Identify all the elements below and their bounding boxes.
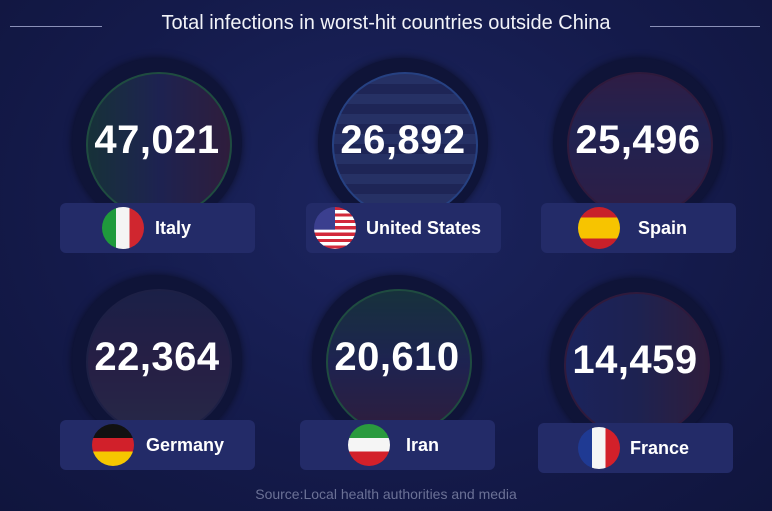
number-ring — [72, 275, 242, 445]
country-label: Italy — [60, 203, 255, 253]
number-ring — [550, 278, 720, 448]
country-label: Germany — [60, 420, 255, 470]
title-rule-right — [650, 26, 760, 27]
number-ring — [72, 58, 242, 228]
country-label: Iran — [300, 420, 495, 470]
number-ring — [318, 58, 488, 228]
country-label: France — [538, 423, 733, 473]
infection-count: 20,610 — [334, 335, 460, 379]
flag-backdrop — [86, 72, 232, 218]
flag-backdrop — [564, 292, 710, 438]
chart-title-text: Total infections in worst-hit countries … — [161, 12, 611, 34]
country-card-united-states: 26,892 United States — [303, 58, 503, 288]
flag-backdrop — [86, 289, 232, 435]
country-card-france: 14,459 France — [535, 278, 735, 508]
chart-title: Total infections in worst-hit countries … — [0, 12, 772, 35]
infection-count: 26,892 — [340, 118, 466, 162]
country-card-spain: 25,496 Spain — [538, 58, 738, 288]
infection-count: 22,364 — [94, 335, 220, 379]
title-rule-left — [10, 26, 102, 27]
country-name: Spain — [638, 218, 688, 238]
country-label: United States — [306, 203, 501, 253]
italy-flag-icon — [102, 207, 144, 249]
country-card-germany: 22,364 Germany — [57, 275, 257, 505]
country-name: Italy — [155, 218, 192, 238]
country-name: United States — [366, 218, 482, 238]
germany-flag-icon — [92, 424, 134, 466]
country-label: Spain — [541, 203, 736, 253]
spain-flag-icon — [578, 207, 620, 249]
country-name: Iran — [406, 435, 440, 455]
france-flag-icon — [578, 427, 620, 469]
infection-count: 25,496 — [575, 118, 701, 162]
flag-backdrop — [332, 72, 478, 218]
country-card-italy: 47,021 Italy — [57, 58, 257, 288]
iran-flag-icon — [348, 424, 390, 466]
infection-count: 47,021 — [94, 118, 220, 162]
us-flag-icon — [314, 207, 356, 249]
infection-count: 14,459 — [572, 338, 698, 382]
source-note: Source:Local health authorities and medi… — [255, 486, 517, 502]
country-card-iran: 20,610 Iran — [297, 275, 497, 505]
country-name: Germany — [146, 435, 225, 455]
country-name: France — [630, 438, 690, 458]
number-ring — [312, 275, 482, 445]
